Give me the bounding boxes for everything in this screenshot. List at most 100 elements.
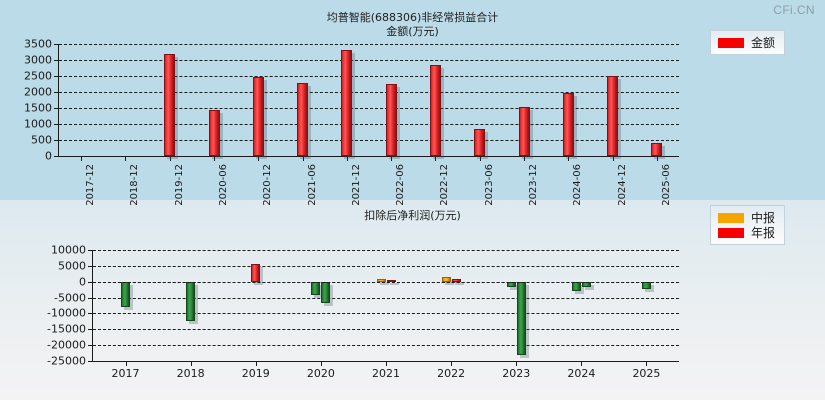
y-axis-tick [54,156,59,157]
bar-amount [474,128,486,156]
y-axis-tick-label: 1500 [24,101,52,115]
bar-amount [651,142,663,156]
bar-annual [451,278,461,282]
x-axis-tick-label: 2017-12 [85,164,97,206]
x-axis-tick [568,156,570,161]
x-axis-tick [81,156,83,161]
y-axis-tick-label: 10000 [51,243,86,257]
red-swatch-icon [718,227,744,238]
x-axis-tick-label: 2021-06 [306,164,318,206]
bar-interim [441,277,451,282]
legend-item-label: 中报 [751,211,776,225]
y-axis-tick [88,313,93,315]
bar-amount [208,109,220,156]
y-axis-tick-label: 0 [79,275,86,289]
gridline [93,313,679,315]
x-axis-tick-label: 2022-06 [395,164,407,206]
y-axis-tick-label: 5000 [58,259,86,273]
y-axis-tick [88,297,93,299]
bar-shadow [454,281,464,285]
x-axis-tick-label: 2023 [502,367,531,380]
gridline [59,44,679,45]
bar-amount [607,76,619,156]
watermark-label: CFi.CN [773,3,815,17]
bar-annual [121,281,131,308]
gridline [93,250,679,251]
y-axis-tick-label: -25000 [47,354,86,368]
y-axis-tick-label: 0 [45,149,52,163]
bar-amount [164,53,176,156]
gridline [59,140,679,141]
x-axis-tick-label: 2020 [306,367,335,380]
y-axis-tick-label: 3500 [24,37,52,51]
legend-item[interactable]: 中报 [718,210,775,225]
y-axis-tick [54,92,59,93]
gridline [93,297,679,299]
zero-line [93,281,679,283]
x-axis-tick-label: 2018 [176,367,205,380]
x-axis-tick-label: 2025 [632,367,661,380]
x-axis-tick [581,361,583,366]
x-axis-tick-label: 2020-06 [218,164,229,206]
x-axis-tick [524,156,525,161]
gridline [59,60,679,61]
bar-shadow [379,282,389,285]
x-axis-tick-label: 2024 [567,367,596,380]
y-axis-tick [88,250,93,251]
bar-shadow [389,283,399,286]
y-axis-tick-label: 1000 [24,117,52,131]
x-axis-tick [646,361,648,366]
y-axis-tick [54,76,59,77]
x-axis-tick-label: 2023-12 [528,164,539,206]
gridline [93,329,679,331]
bar-amount [297,83,309,156]
bar-amount [385,84,397,156]
x-axis-tick-label: 2019 [241,367,270,380]
x-axis-tick [258,156,260,161]
x-axis-tick-label: 2025-06 [660,164,672,206]
x-axis-tick [169,156,171,161]
x-axis-tick [516,361,518,366]
y-axis-tick-label: -5000 [54,291,86,305]
gridline [59,124,679,125]
x-axis-tick [125,361,127,366]
y-axis-tick [88,329,93,331]
bottom-plot-area: 10000 5000 0 -5000 -10000 -15000 -20000 -25000 2… [47,244,679,380]
bar-annual [516,281,526,355]
x-axis-tick [612,156,614,161]
y-axis-tick [88,265,93,267]
bar-interim [641,281,651,289]
y-axis-tick-label: -20000 [47,338,86,352]
bar-shadow [584,284,594,291]
y-axis-tick-label: -10000 [47,306,86,320]
bar-annual [186,281,196,322]
y-axis-tick-label: 2000 [24,85,52,99]
legend-item[interactable]: 年报 [718,225,775,240]
x-axis-tick [302,156,304,161]
gridline [93,265,679,267]
y-axis-tick [54,44,59,45]
bar-interim [311,281,321,296]
x-axis-tick-label: 2024-06 [572,164,584,206]
legend-item-label: 年报 [751,226,776,240]
y-axis-tick-label: 500 [31,133,52,147]
x-axis-tick [656,156,658,161]
x-axis-tick-label: 2019-12 [173,164,185,206]
x-axis-tick-label: 2023-06 [483,164,495,206]
bar-amount [429,65,441,156]
x-axis-tick-label: 2024-12 [616,164,628,206]
x-axis-tick-label: 2022 [437,367,466,380]
x-axis-tick [255,361,257,366]
bar-amount [562,92,574,156]
bar-interim [376,279,386,282]
bar-amount [341,50,353,156]
legend-item[interactable]: 金额 [718,35,775,50]
x-axis-tick [190,361,192,366]
x-axis-tick-label: 2021-12 [350,164,362,206]
bar-annual [321,281,331,303]
orange-swatch-icon [718,212,744,223]
top-chart-pane [0,0,825,200]
y-axis-tick [54,140,59,141]
y-axis-tick-label: 3000 [24,53,52,67]
x-axis-tick [451,361,453,366]
